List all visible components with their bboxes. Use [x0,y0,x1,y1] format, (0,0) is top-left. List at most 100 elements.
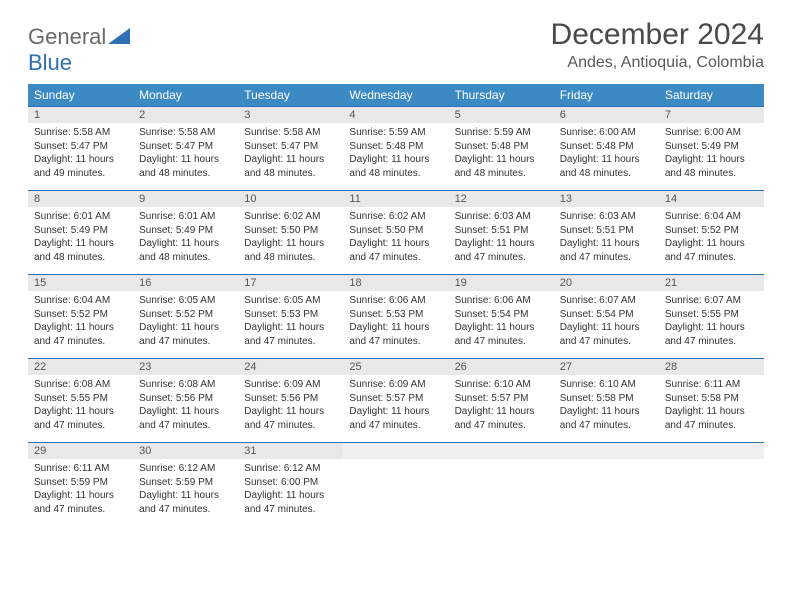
calendar-cell: 17Sunrise: 6:05 AMSunset: 5:53 PMDayligh… [238,275,343,359]
daylight-label: Daylight: 11 hours and 48 minutes. [139,154,219,179]
day-number: 17 [238,275,343,291]
day-number: 6 [554,107,659,123]
calendar-cell: 16Sunrise: 6:05 AMSunset: 5:52 PMDayligh… [133,275,238,359]
day-details: Sunrise: 6:02 AMSunset: 5:50 PMDaylight:… [238,207,343,274]
sunrise-label: Sunrise: 6:12 AM [244,463,320,474]
logo-text: General Blue [28,24,130,76]
day-number: 14 [659,191,764,207]
calendar-cell: 22Sunrise: 6:08 AMSunset: 5:55 PMDayligh… [28,359,133,443]
day-number [659,443,764,459]
daylight-label: Daylight: 11 hours and 47 minutes. [455,406,535,431]
calendar-week: 29Sunrise: 6:11 AMSunset: 5:59 PMDayligh… [28,443,764,527]
sunset-label: Sunset: 5:47 PM [139,141,213,152]
sunrise-label: Sunrise: 5:58 AM [244,127,320,138]
sunrise-label: Sunrise: 6:03 AM [560,211,636,222]
sunrise-label: Sunrise: 6:11 AM [34,463,109,474]
day-details: Sunrise: 6:02 AMSunset: 5:50 PMDaylight:… [343,207,448,274]
sunset-label: Sunset: 5:52 PM [34,309,108,320]
daylight-label: Daylight: 11 hours and 48 minutes. [34,238,114,263]
daylight-label: Daylight: 11 hours and 47 minutes. [455,322,535,347]
calendar-cell: 8Sunrise: 6:01 AMSunset: 5:49 PMDaylight… [28,191,133,275]
day-details: Sunrise: 5:58 AM Sunset: 5:47 PM Daylight:… [133,123,238,190]
day-number: 18 [343,275,448,291]
day-details: Sunrise: 6:11 AMSunset: 5:58 PMDaylight:… [659,375,764,442]
sunrise-label: Sunrise: 6:09 AM [349,379,425,390]
sunset-label: Sunset: 5:47 PM [244,141,318,152]
sunset-label: Sunset: 5:51 PM [560,225,634,236]
daylight-label: Daylight: 11 hours and 47 minutes. [349,238,429,263]
sunrise-label: Sunrise: 6:11 AM [665,379,740,390]
day-details: Sunrise: 5:58 AMSunset: 5:47 PMDaylight:… [28,123,133,190]
day-details: Sunrise: 6:05 AMSunset: 5:52 PMDaylight:… [133,291,238,358]
day-number [554,443,659,459]
logo-word-2: Blue [28,50,72,75]
calendar-cell: 23Sunrise: 6:08 AMSunset: 5:56 PMDayligh… [133,359,238,443]
day-number: 8 [28,191,133,207]
calendar-cell: 15Sunrise: 6:04 AMSunset: 5:52 PMDayligh… [28,275,133,359]
calendar-cell: 9Sunrise: 6:01 AMSunset: 5:49 PMDaylight… [133,191,238,275]
sunset-label: Sunset: 5:54 PM [455,309,529,320]
daylight-label: Daylight: 11 hours and 47 minutes. [349,406,429,431]
day-number: 13 [554,191,659,207]
daylight-label: Daylight: 11 hours and 48 minutes. [455,154,535,179]
sunrise-label: Sunrise: 5:58 AM [139,127,215,138]
sunset-label: Sunset: 5:48 PM [455,141,529,152]
calendar-cell: 14Sunrise: 6:04 AMSunset: 5:52 PMDayligh… [659,191,764,275]
sunrise-label: Sunrise: 6:02 AM [349,211,425,222]
day-details: Sunrise: 6:05 AMSunset: 5:53 PMDaylight:… [238,291,343,358]
day-details: Sunrise: 6:09 AM Sunset: 5:57 PM Daylight:… [343,375,448,442]
calendar-cell: 30Sunrise: 6:12 AMSunset: 5:59 PMDayligh… [133,443,238,527]
sunrise-label: Sunrise: 5:59 AM [349,127,425,138]
calendar-cell [659,443,764,527]
day-number: 30 [133,443,238,459]
sunset-label: Sunset: 5:57 PM [455,393,529,404]
daylight-label: Daylight: 11 hours and 48 minutes. [665,154,745,179]
day-details: Sunrise: 6:00 AMSunset: 5:49 PMDaylight:… [659,123,764,190]
day-number [343,443,448,459]
calendar-cell: 21Sunrise: 6:07 AMSunset: 5:55 PMDayligh… [659,275,764,359]
day-number: 25 [343,359,448,375]
day-details: Sunrise: 6:10 AMSunset: 5:57 PMDaylight:… [449,375,554,442]
sunrise-label: Sunrise: 6:08 AM [34,379,110,390]
day-number: 10 [238,191,343,207]
calendar-cell: 13Sunrise: 6:03 AMSunset: 5:51 PMDayligh… [554,191,659,275]
sunset-label: Sunset: 6:00 PM [244,477,318,488]
calendar-cell: 18Sunrise: 6:06 AMSunset: 5:53 PMDayligh… [343,275,448,359]
day-number: 27 [554,359,659,375]
calendar-cell: 29Sunrise: 6:11 AMSunset: 5:59 PMDayligh… [28,443,133,527]
daylight-label: Daylight: 11 hours and 49 minutes. [34,154,114,179]
sunrise-label: Sunrise: 6:02 AM [244,211,320,222]
day-details: Sunrise: 5:59 AMSunset: 5:48 PMDaylight:… [449,123,554,190]
calendar-cell [449,443,554,527]
dayname-thu: Thursday [449,84,554,107]
sunset-label: Sunset: 5:49 PM [665,141,739,152]
dayname-sun: Sunday [28,84,133,107]
day-number: 19 [449,275,554,291]
calendar-cell: 5Sunrise: 5:59 AMSunset: 5:48 PMDaylight… [449,107,554,191]
sunrise-label: Sunrise: 6:04 AM [34,295,110,306]
calendar-cell: 24Sunrise: 6:09 AMSunset: 5:56 PMDayligh… [238,359,343,443]
day-details: Sunrise: 6:00 AMSunset: 5:48 PMDaylight:… [554,123,659,190]
calendar-cell [343,443,448,527]
daylight-label: Daylight: 11 hours and 47 minutes. [560,406,640,431]
sunrise-label: Sunrise: 6:08 AM [139,379,215,390]
day-details: Sunrise: 6:08 AMSunset: 5:56 PMDaylight:… [133,375,238,442]
day-number: 29 [28,443,133,459]
sunrise-label: Sunrise: 6:10 AM [560,379,636,390]
sunset-label: Sunset: 5:59 PM [34,477,108,488]
day-details: Sunrise: 6:04 AMSunset: 5:52 PMDaylight:… [659,207,764,274]
sunrise-label: Sunrise: 6:03 AM [455,211,531,222]
sunset-label: Sunset: 5:57 PM [349,393,423,404]
day-details [343,459,448,511]
dayname-mon: Monday [133,84,238,107]
day-number: 20 [554,275,659,291]
dayname-tue: Tuesday [238,84,343,107]
day-details: Sunrise: 6:08 AMSunset: 5:55 PMDaylight:… [28,375,133,442]
page-title: December 2024 [551,18,764,52]
location-label: Andes, Antioquia, Colombia [551,54,764,72]
day-number: 28 [659,359,764,375]
day-number: 23 [133,359,238,375]
logo-mark-icon [108,28,130,44]
logo-word-1: General [28,24,106,49]
calendar-week: 15Sunrise: 6:04 AMSunset: 5:52 PMDayligh… [28,275,764,359]
